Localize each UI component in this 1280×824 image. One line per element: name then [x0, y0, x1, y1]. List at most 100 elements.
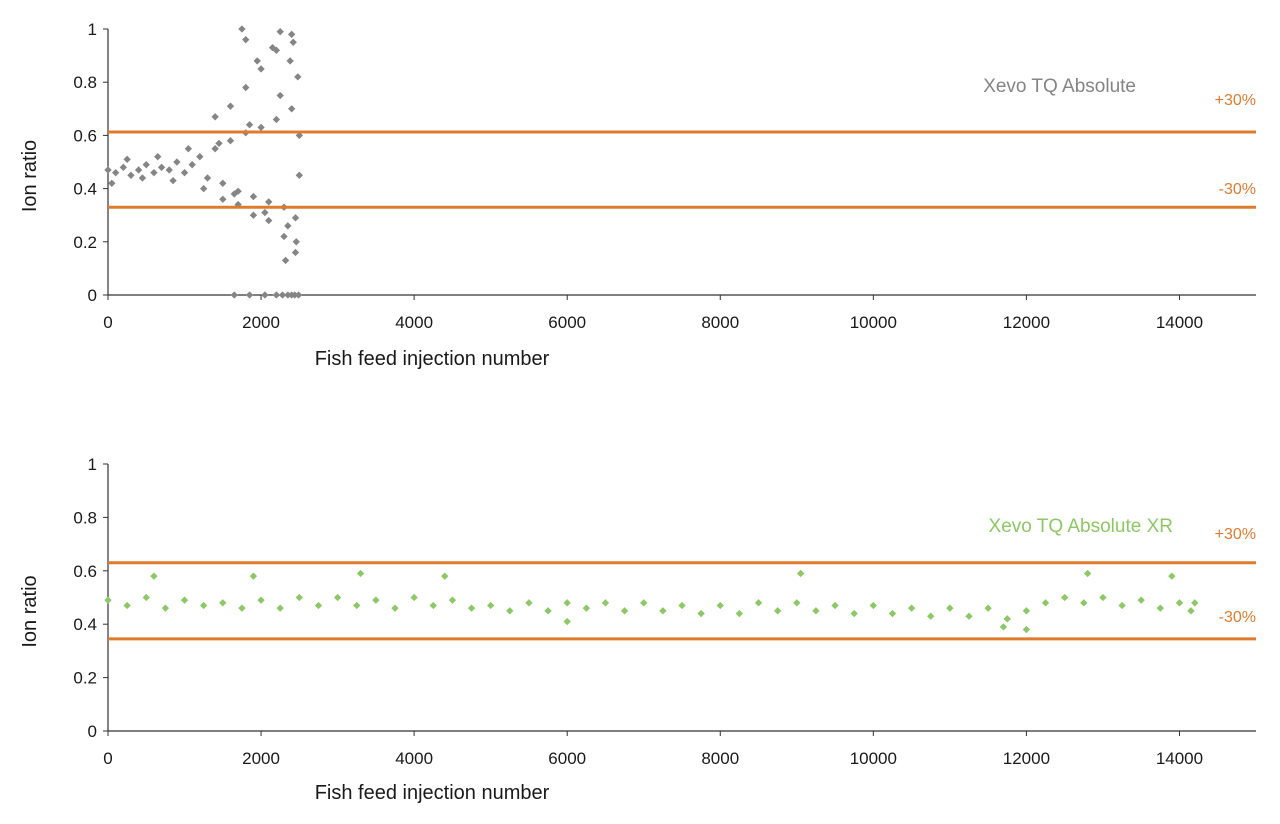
data-point	[735, 609, 744, 618]
data-point	[276, 91, 284, 100]
data-point	[161, 604, 170, 612]
data-point	[640, 599, 648, 607]
x-axis-title: Fish feed injection number	[315, 782, 550, 804]
data-point	[773, 607, 782, 615]
data-point	[292, 238, 300, 246]
data-point	[506, 607, 514, 615]
data-point	[429, 601, 437, 610]
data-point	[291, 214, 300, 222]
data-point	[123, 155, 131, 164]
data-point	[199, 601, 208, 610]
data-point	[188, 160, 196, 169]
data-point	[869, 601, 878, 610]
data-point	[104, 596, 112, 604]
data-point	[284, 222, 292, 230]
data-point	[257, 65, 265, 73]
data-point	[333, 593, 342, 602]
threshold-label: +30%	[1215, 526, 1256, 543]
data-point	[238, 604, 246, 612]
data-point	[276, 27, 284, 36]
data-point	[288, 30, 296, 38]
y-axis-title: Ion ratio	[19, 575, 41, 647]
data-point	[289, 38, 297, 46]
data-point	[154, 153, 162, 161]
data-point	[211, 145, 219, 153]
data-point	[410, 593, 418, 602]
x-tick-label: 0	[103, 749, 112, 768]
x-tick-label: 12000	[1003, 749, 1050, 768]
data-point	[1060, 593, 1069, 602]
data-point	[525, 599, 533, 607]
data-point	[291, 248, 300, 257]
y-axis-title: Ion ratio	[19, 140, 41, 212]
data-point	[620, 607, 629, 615]
data-point	[169, 176, 177, 185]
data-point	[253, 57, 261, 65]
x-tick-label: 4000	[395, 749, 433, 768]
x-tick-label: 10000	[850, 313, 897, 332]
data-point	[1022, 625, 1031, 634]
y-tick-label: 1	[88, 20, 97, 39]
data-point	[927, 612, 935, 620]
data-point	[1099, 593, 1107, 602]
x-tick-label: 14000	[1156, 313, 1203, 332]
data-point	[754, 599, 763, 607]
series-label: Xevo TQ Absolute	[983, 76, 1136, 97]
y-tick-label: 0.8	[73, 73, 97, 92]
data-point	[678, 601, 686, 610]
data-point	[544, 607, 552, 615]
data-point	[582, 604, 591, 612]
y-tick-label: 0.2	[73, 233, 97, 252]
data-point	[1041, 599, 1050, 607]
data-point	[659, 607, 667, 615]
data-point	[391, 604, 399, 612]
data-point	[173, 158, 181, 166]
data-point	[793, 599, 801, 607]
data-point	[697, 609, 705, 618]
data-point	[1083, 569, 1092, 578]
data-point	[268, 43, 277, 52]
data-point	[1022, 607, 1031, 615]
data-point	[1137, 596, 1145, 604]
data-point	[142, 160, 150, 169]
data-point	[242, 35, 250, 44]
data-point	[278, 291, 287, 299]
data-point	[215, 139, 223, 148]
data-point	[104, 166, 112, 174]
data-point	[238, 25, 246, 33]
x-tick-label: 10000	[850, 749, 897, 768]
data-point	[184, 145, 193, 153]
data-point	[226, 102, 235, 110]
x-tick-label: 6000	[548, 749, 586, 768]
threshold-label: -30%	[1219, 181, 1256, 198]
data-point	[276, 604, 284, 612]
data-point	[294, 73, 302, 81]
data-point	[1080, 599, 1088, 607]
data-point	[261, 208, 269, 217]
data-point	[157, 163, 166, 171]
data-point	[563, 599, 571, 607]
data-point	[108, 179, 116, 187]
data-point	[265, 198, 273, 206]
data-point	[441, 572, 449, 580]
data-point	[965, 612, 973, 620]
data-point	[249, 572, 258, 580]
threshold-label: +30%	[1215, 92, 1256, 109]
data-point	[353, 601, 361, 610]
data-point	[286, 57, 294, 65]
data-point	[999, 623, 1008, 631]
data-point	[295, 171, 304, 179]
data-point	[219, 195, 227, 203]
data-point	[984, 604, 992, 612]
x-tick-label: 8000	[701, 313, 739, 332]
scatter-series-1	[104, 569, 1199, 634]
data-point	[245, 121, 254, 129]
data-point	[226, 137, 235, 145]
x-tick-label: 14000	[1156, 749, 1203, 768]
scatter-series-1	[104, 25, 304, 299]
data-point	[257, 596, 265, 604]
chart-panel-1: 0 0.2 0.4 0.6 0.8 1 0 2000 4000 6000 8000 10000 1200…	[19, 20, 1256, 370]
x-tick-label: 8000	[701, 749, 739, 768]
data-point	[245, 291, 254, 299]
